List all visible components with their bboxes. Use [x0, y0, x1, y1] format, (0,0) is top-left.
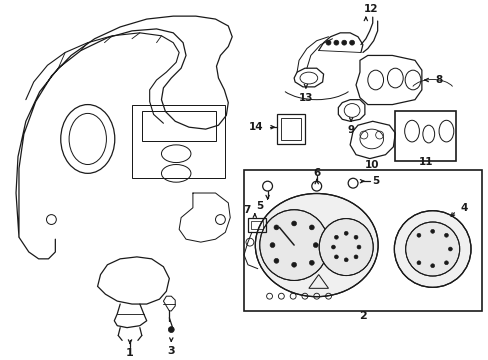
Ellipse shape — [255, 194, 377, 297]
Bar — [247, 217, 265, 232]
Circle shape — [341, 40, 346, 45]
Circle shape — [444, 261, 447, 265]
Bar — [277, 114, 305, 144]
Text: 14: 14 — [248, 122, 263, 132]
Circle shape — [168, 327, 174, 333]
Bar — [142, 112, 215, 141]
Circle shape — [309, 225, 314, 230]
Circle shape — [334, 235, 338, 239]
Text: 11: 11 — [418, 157, 432, 167]
Circle shape — [444, 233, 447, 237]
Ellipse shape — [393, 211, 470, 287]
Circle shape — [430, 229, 434, 233]
Circle shape — [349, 40, 354, 45]
Circle shape — [331, 245, 335, 249]
Bar — [250, 221, 262, 229]
Text: 13: 13 — [298, 93, 312, 103]
Ellipse shape — [405, 222, 459, 276]
Circle shape — [333, 40, 338, 45]
Text: 9: 9 — [347, 125, 354, 135]
Text: 5: 5 — [256, 201, 263, 211]
Circle shape — [309, 260, 314, 265]
Circle shape — [325, 40, 330, 45]
Text: 1: 1 — [126, 348, 134, 358]
Circle shape — [416, 261, 420, 265]
Circle shape — [344, 258, 347, 262]
Bar — [281, 118, 301, 140]
Bar — [132, 104, 225, 178]
Text: 5: 5 — [371, 176, 378, 186]
Circle shape — [273, 258, 278, 263]
Circle shape — [273, 225, 278, 230]
Circle shape — [353, 255, 357, 259]
Text: 6: 6 — [312, 168, 320, 178]
Text: 2: 2 — [358, 311, 366, 321]
Bar — [394, 112, 455, 161]
Circle shape — [313, 243, 318, 248]
Text: 12: 12 — [363, 4, 377, 14]
Circle shape — [269, 243, 274, 248]
Circle shape — [447, 247, 451, 251]
Text: 3: 3 — [167, 346, 175, 356]
Ellipse shape — [259, 210, 328, 280]
Text: 7: 7 — [243, 205, 250, 215]
Circle shape — [356, 245, 360, 249]
Circle shape — [353, 235, 357, 239]
Circle shape — [416, 233, 420, 237]
Circle shape — [430, 264, 434, 268]
Bar — [244, 170, 481, 311]
Circle shape — [334, 255, 338, 259]
Circle shape — [291, 221, 296, 226]
Ellipse shape — [319, 219, 372, 275]
Text: 8: 8 — [435, 75, 442, 85]
Text: 4: 4 — [459, 203, 467, 213]
Text: 10: 10 — [364, 159, 378, 170]
Circle shape — [291, 262, 296, 267]
Circle shape — [344, 231, 347, 235]
